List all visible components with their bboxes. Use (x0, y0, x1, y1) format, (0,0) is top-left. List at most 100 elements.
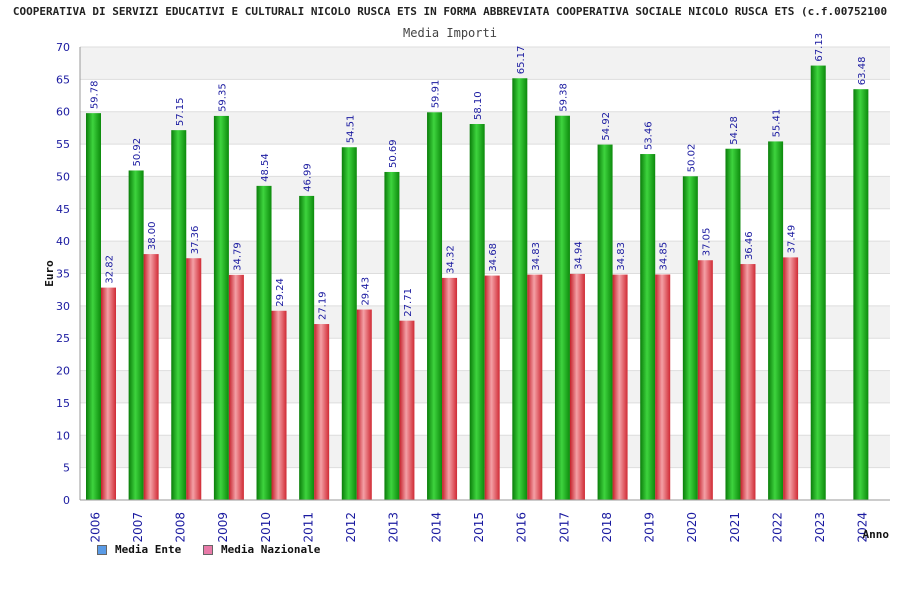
y-tick-label: 70 (56, 41, 70, 54)
data-label: 57.15 (175, 98, 186, 127)
bar-nazionale (186, 258, 202, 500)
data-label: 67.13 (814, 33, 825, 62)
data-label: 55.41 (772, 109, 783, 138)
x-tick-label: 2011 (301, 512, 315, 543)
bar-ente (597, 144, 613, 500)
bar-ente (299, 195, 315, 500)
legend-item-media-ente: Media Ente (97, 543, 181, 556)
bar-ente (256, 185, 272, 500)
data-label: 37.05 (701, 228, 712, 257)
y-tick-label: 5 (63, 462, 70, 475)
bar-ente (171, 130, 187, 501)
bar-nazionale (697, 260, 713, 500)
data-label: 46.99 (303, 163, 314, 192)
data-label: 27.19 (318, 291, 329, 320)
data-label: 34.83 (616, 242, 627, 271)
bar-nazionale (527, 274, 543, 500)
bar-nazionale (271, 310, 287, 500)
x-tick-label: 2023 (813, 512, 827, 543)
data-label: 50.02 (686, 144, 697, 173)
y-tick-label: 45 (56, 203, 70, 216)
bar-nazionale (356, 309, 372, 500)
data-label: 54.92 (601, 112, 612, 141)
data-label: 34.32 (446, 245, 457, 274)
data-label: 54.28 (729, 116, 740, 145)
legend-item-media-nazionale: Media Nazionale (203, 543, 320, 556)
grid-band (80, 111, 890, 145)
x-axis-title: Anno (863, 528, 890, 541)
x-tick-label: 2012 (344, 512, 358, 543)
data-label: 37.36 (190, 226, 201, 255)
legend-swatch-media-nazionale (203, 544, 213, 555)
x-tick-label: 2008 (174, 512, 188, 543)
bar-nazionale (442, 277, 458, 500)
data-label: 65.17 (516, 46, 527, 75)
bar-ente (384, 171, 400, 500)
data-label: 34.94 (573, 241, 584, 270)
bar-ente (682, 176, 698, 501)
data-label: 29.24 (275, 278, 286, 307)
bar-ente (512, 78, 528, 500)
y-tick-label: 10 (56, 429, 70, 442)
y-tick-label: 60 (56, 106, 70, 119)
bar-nazionale (228, 274, 244, 500)
x-tick-label: 2018 (600, 512, 614, 543)
bar-ente (554, 115, 570, 501)
bar-ente (427, 112, 443, 500)
chart-title: COOPERATIVA DI SERVIZI EDUCATIVI E CULTU… (12, 5, 888, 18)
y-tick-label: 40 (56, 235, 70, 248)
data-label: 34.85 (659, 242, 670, 271)
y-tick-label: 30 (56, 300, 70, 313)
data-label: 32.82 (105, 255, 116, 284)
data-label: 50.92 (132, 138, 143, 167)
data-label: 59.38 (558, 83, 569, 112)
y-tick-label: 20 (56, 365, 70, 378)
data-label: 34.83 (531, 242, 542, 271)
x-tick-label: 2019 (643, 512, 657, 543)
data-label: 34.79 (232, 242, 243, 271)
bar-ente (213, 115, 229, 500)
bar-ente (640, 154, 656, 501)
x-tick-label: 2022 (770, 512, 784, 543)
x-tick-label: 2006 (88, 512, 102, 543)
data-label: 27.71 (403, 288, 414, 317)
y-tick-label: 15 (56, 397, 70, 410)
bar-ente (341, 147, 357, 500)
y-axis-title: Euro (43, 260, 56, 287)
bar-ente (128, 170, 144, 500)
data-label: 59.78 (90, 80, 101, 109)
data-label: 34.68 (488, 243, 499, 272)
x-tick-label: 2021 (728, 512, 742, 543)
data-label: 36.46 (744, 231, 755, 260)
bar-ente (810, 65, 826, 500)
bar-ente (725, 148, 741, 501)
x-tick-label: 2014 (429, 512, 443, 543)
data-label: 59.35 (217, 83, 228, 112)
bar-ente (469, 124, 485, 500)
bar-ente (86, 113, 101, 500)
grid-band (80, 47, 890, 80)
y-tick-label: 50 (56, 170, 70, 183)
bar-nazionale (484, 275, 500, 500)
data-label: 37.49 (787, 225, 798, 254)
data-label: 59.91 (431, 80, 442, 109)
bar-nazionale (314, 324, 330, 500)
bar-nazionale (740, 264, 756, 500)
data-label: 50.69 (388, 139, 399, 168)
y-tick-label: 65 (56, 73, 70, 86)
bar-nazionale (655, 274, 671, 500)
bar-ente (853, 89, 869, 500)
bar-nazionale (612, 274, 628, 500)
data-label: 58.10 (473, 91, 484, 120)
bar-nazionale (399, 320, 415, 500)
x-tick-label: 2010 (259, 512, 273, 543)
x-tick-label: 2009 (216, 512, 230, 543)
data-label: 54.51 (345, 115, 356, 144)
data-label: 38.00 (147, 221, 158, 250)
x-tick-label: 2020 (685, 512, 699, 543)
x-tick-label: 2017 (557, 512, 571, 543)
data-label: 29.43 (360, 277, 371, 306)
x-tick-label: 2007 (131, 512, 145, 543)
x-tick-label: 2024 (856, 512, 870, 543)
